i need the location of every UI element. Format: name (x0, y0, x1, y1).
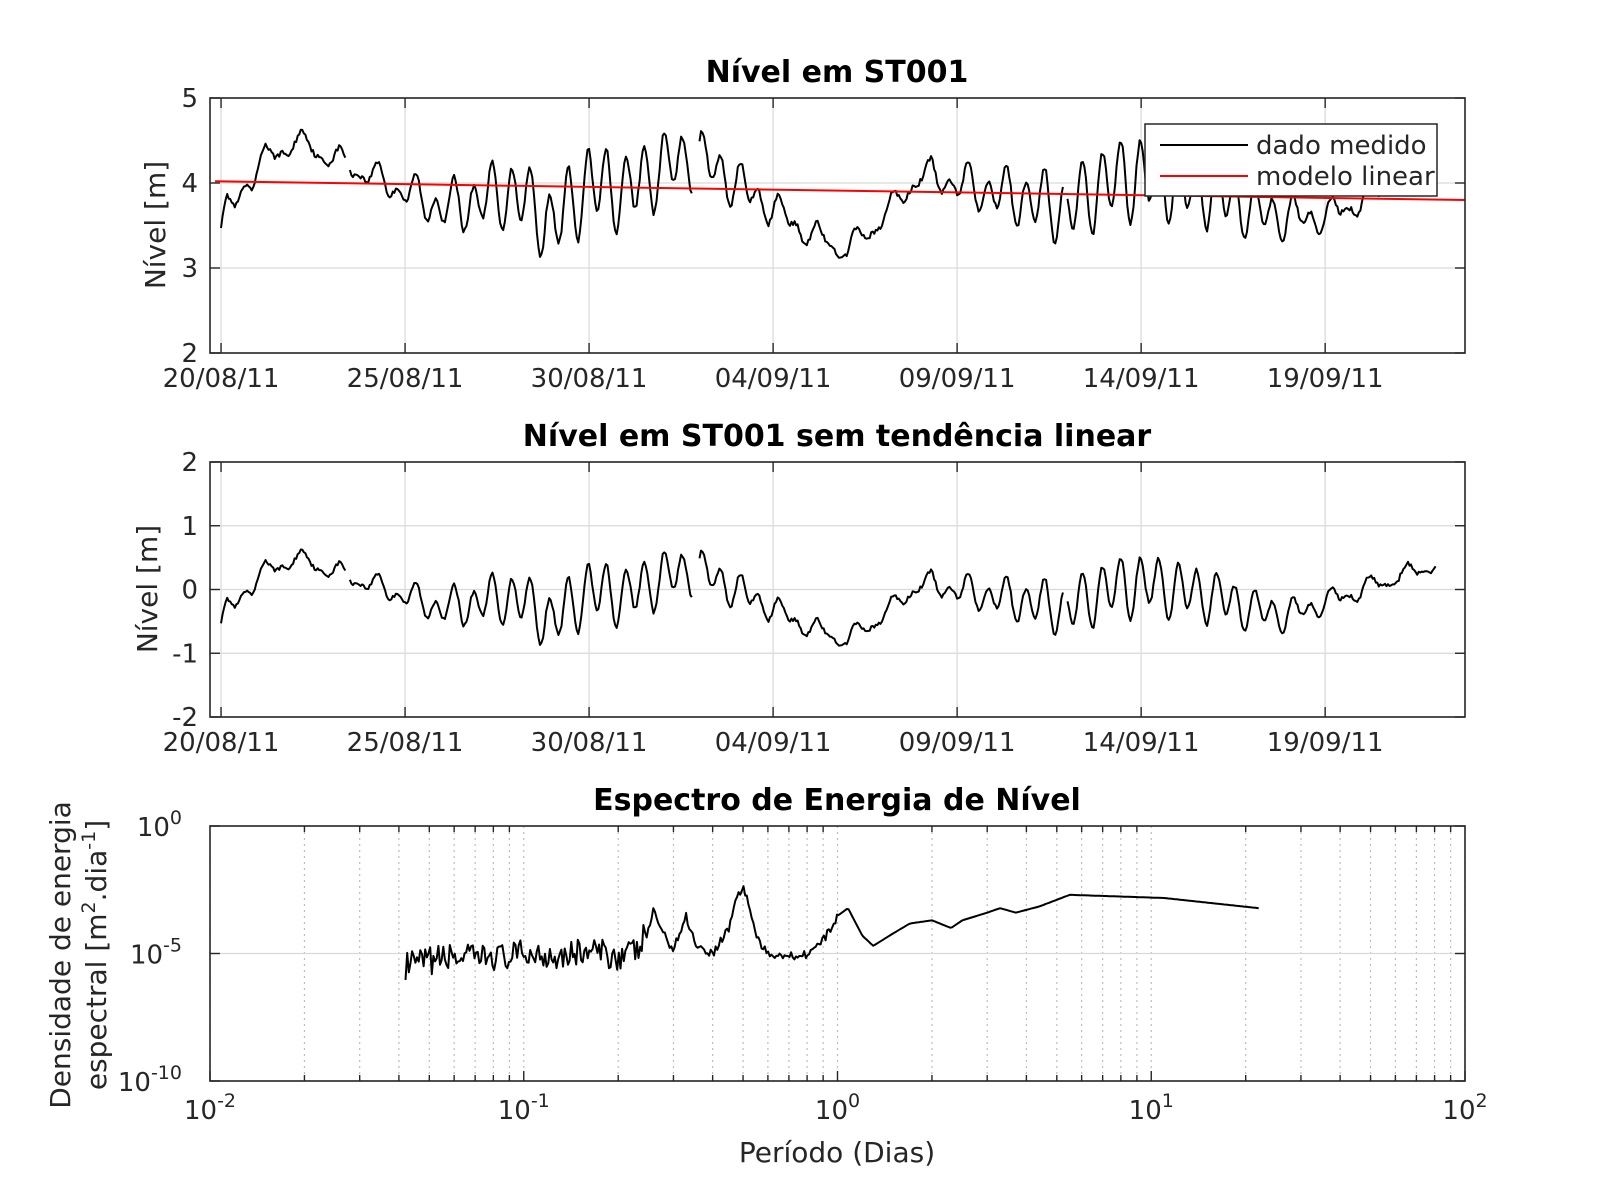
ylabel-part-c: ] (80, 820, 113, 831)
x-tick-label: 09/09/11 (899, 728, 1016, 758)
panel2-ylabel: Nível [m] (131, 525, 164, 653)
y-tick-label: 2 (181, 448, 198, 478)
ylabel-sup-2: 2 (78, 901, 100, 913)
panel2-title: Nível em ST001 sem tendência linear (523, 419, 1152, 454)
panel-level-detrended: 20/08/11 25/08/11 30/08/11 04/09/11 09/09/11… (131, 419, 1466, 758)
ylabel-sup-minus1: -1 (78, 831, 100, 850)
panel1-plot (215, 128, 1466, 259)
tick-exponent: -10 (151, 1062, 182, 1084)
y-tick-label: 5 (181, 84, 198, 114)
y-tick-label: 100 (137, 807, 182, 843)
y-tick-label: 2 (181, 339, 198, 369)
y-tick-label: 4 (181, 169, 198, 199)
x-tick-label: 20/08/11 (163, 728, 280, 758)
x-tick-label: 14/09/11 (1083, 364, 1200, 394)
panel3-title: Espectro de Energia de Nível (593, 783, 1081, 818)
tick-exponent: 1 (1162, 1090, 1174, 1112)
x-tick-label: 10-2 (184, 1090, 236, 1126)
x-tick-label: 30/08/11 (531, 364, 648, 394)
panel3-plot (404, 885, 1259, 980)
x-tick-label: 100 (815, 1090, 860, 1126)
tick-exponent: 0 (170, 807, 182, 829)
legend-label-linear: modelo linear (1256, 162, 1435, 192)
panel3-ylabel-line1: Densidade de energia (44, 801, 77, 1109)
tick-exponent: -1 (531, 1090, 550, 1112)
x-tick-label: 19/09/11 (1267, 728, 1384, 758)
tick-exponent: 2 (1476, 1090, 1488, 1112)
x-tick-label: 101 (1129, 1090, 1174, 1126)
tick-base: 10 (498, 1096, 531, 1126)
panel1-axes-frame (209, 97, 1466, 354)
panel-level-raw: 20/08/11 25/08/11 30/08/11 04/09/11 09/09/11… (139, 55, 1466, 394)
x-tick-label: 04/09/11 (715, 364, 832, 394)
panel1-title: Nível em ST001 (706, 55, 969, 90)
panel3-ylabel-line2: espectral [m2.dia-1] (78, 820, 113, 1090)
panel3-xlabel: Período (Dias) (739, 1136, 935, 1169)
ylabel-part-b: .dia (80, 850, 113, 902)
y-tick-label: 3 (181, 254, 198, 284)
tick-base: 10 (1442, 1096, 1475, 1126)
x-tick-label: 10-1 (498, 1090, 550, 1126)
panel2-ticks: 20/08/11 25/08/11 30/08/11 04/09/11 09/09/11… (163, 448, 1465, 758)
panel2-plot (220, 548, 1437, 647)
x-tick-label: 09/09/11 (899, 364, 1016, 394)
panel1-legend: dado medido modelo linear (1144, 123, 1438, 197)
tick-exponent: -5 (163, 935, 182, 957)
tick-base: 10 (1129, 1096, 1162, 1126)
y-tick-label: 0 (181, 576, 198, 606)
panel2-grid (210, 461, 1465, 718)
y-tick-label: -2 (172, 703, 198, 733)
y-tick-label: 1 (181, 512, 198, 542)
series-line-measured (220, 548, 1437, 647)
series-line-measured (220, 128, 1437, 259)
series-line-linear-model (215, 180, 1466, 201)
x-tick-label: 102 (1442, 1090, 1487, 1126)
x-tick-label: 20/08/11 (163, 364, 280, 394)
panel1-ylabel: Nível [m] (139, 161, 172, 289)
legend-label-measured: dado medido (1256, 131, 1427, 161)
tick-exponent: 0 (848, 1090, 860, 1112)
tick-base: 10 (130, 941, 163, 971)
ylabel-part-a: espectral [m (80, 913, 113, 1090)
tick-base: 10 (137, 813, 170, 843)
x-tick-label: 25/08/11 (347, 364, 464, 394)
x-tick-label: 04/09/11 (715, 728, 832, 758)
panel3-grid (209, 825, 1466, 1082)
y-tick-label: 10-10 (118, 1062, 182, 1098)
tick-exponent: -2 (217, 1090, 236, 1112)
y-tick-label: -1 (172, 639, 198, 669)
legend-box (1144, 123, 1438, 197)
y-tick-label: 10-5 (130, 935, 182, 971)
x-tick-label: 30/08/11 (531, 728, 648, 758)
x-tick-label: 19/09/11 (1267, 364, 1384, 394)
x-tick-label: 25/08/11 (347, 728, 464, 758)
series-line-spectrum (404, 885, 1259, 980)
tick-base: 10 (118, 1068, 151, 1098)
tick-base: 10 (184, 1096, 217, 1126)
panel1-ticks: 20/08/11 25/08/11 30/08/11 04/09/11 09/09/11… (163, 84, 1465, 394)
tick-base: 10 (815, 1096, 848, 1126)
x-tick-label: 14/09/11 (1083, 728, 1200, 758)
